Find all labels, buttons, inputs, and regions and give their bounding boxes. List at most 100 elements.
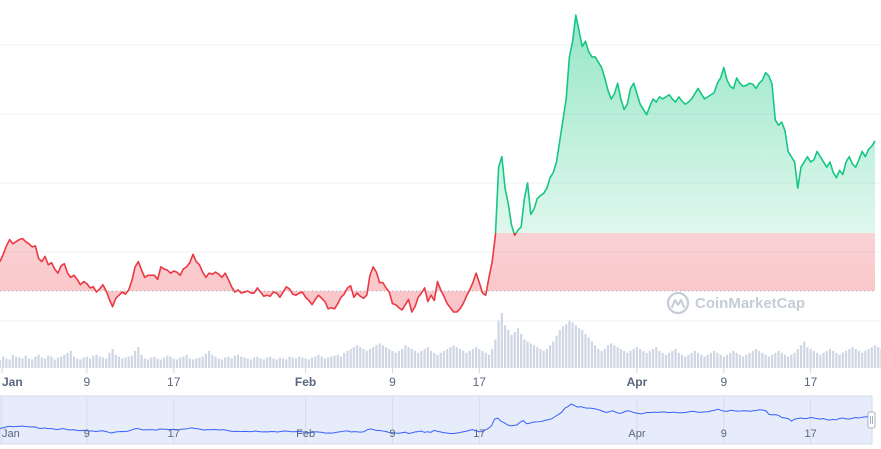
down-area-fill bbox=[0, 233, 875, 312]
area-fills bbox=[0, 15, 875, 312]
volume-bar bbox=[639, 349, 642, 368]
volume-bar bbox=[526, 341, 529, 368]
volume-bar bbox=[767, 356, 770, 368]
navigator-tick-label: 9 bbox=[721, 428, 727, 440]
volume-bar bbox=[291, 357, 294, 368]
volume-bar bbox=[2, 356, 5, 368]
volume-bar bbox=[819, 354, 822, 368]
volume-bar bbox=[475, 347, 478, 368]
volume-bar bbox=[523, 339, 526, 368]
volume-bar bbox=[375, 345, 378, 368]
volume-bar bbox=[594, 345, 597, 368]
volume-bar bbox=[716, 352, 719, 368]
volume-bar bbox=[780, 352, 783, 368]
volume-bar bbox=[494, 339, 497, 368]
volume-bar bbox=[465, 352, 468, 368]
volume-bar bbox=[256, 356, 259, 368]
volume-bar bbox=[285, 359, 288, 368]
volume-bar bbox=[645, 352, 648, 368]
volume-bar bbox=[742, 356, 745, 368]
volume-bar bbox=[581, 330, 584, 368]
volume-bar bbox=[532, 345, 536, 368]
volume-bar bbox=[88, 358, 92, 368]
price-line-up bbox=[494, 14, 876, 233]
volume-bar bbox=[832, 350, 835, 368]
volume-bar bbox=[76, 358, 79, 368]
volume-bar bbox=[449, 347, 452, 368]
volume-bar bbox=[368, 349, 372, 368]
volume-bar bbox=[877, 347, 880, 368]
volume-bar bbox=[108, 352, 111, 368]
volume-bar bbox=[191, 359, 195, 368]
volume-bar bbox=[179, 357, 182, 368]
up-area-fill bbox=[495, 15, 875, 233]
volume-bar bbox=[513, 331, 516, 368]
volume-bar bbox=[613, 345, 616, 368]
volume-bar bbox=[159, 359, 162, 368]
volume-bar bbox=[507, 330, 510, 368]
navigator[interactable]: Jan917Feb917Apr91725 bbox=[0, 395, 881, 445]
volume-bar bbox=[854, 349, 857, 368]
volume-bar bbox=[198, 357, 201, 368]
volume-bar bbox=[561, 326, 565, 368]
volume-bar bbox=[63, 354, 66, 368]
volume-bar bbox=[729, 352, 732, 368]
volume-bar bbox=[510, 334, 513, 368]
volume-bar bbox=[146, 359, 150, 368]
volume-bar bbox=[497, 320, 500, 368]
x-tick-label: 17 bbox=[167, 375, 181, 389]
volume-bar bbox=[0, 360, 2, 368]
volume-bar bbox=[410, 349, 413, 368]
volume-bar bbox=[539, 349, 542, 368]
navigator-window[interactable] bbox=[0, 395, 873, 445]
volume-bar bbox=[815, 352, 819, 368]
volume-bar bbox=[349, 349, 352, 368]
volume-bar bbox=[391, 350, 394, 368]
volume-bar bbox=[304, 358, 307, 368]
volume-bar bbox=[655, 347, 658, 368]
volume-bar bbox=[233, 355, 236, 368]
volume-bar bbox=[584, 333, 587, 368]
x-axis: Jan917Feb917Apr91725 bbox=[1, 368, 818, 389]
x-tick-label: Feb bbox=[295, 375, 316, 389]
volume-bar bbox=[796, 349, 799, 368]
navigator-handle[interactable] bbox=[867, 411, 876, 429]
volume-bar bbox=[314, 356, 317, 368]
volume-bar bbox=[37, 354, 40, 368]
volume-bar bbox=[552, 341, 555, 368]
volume-bar bbox=[452, 345, 455, 368]
navigator-line bbox=[0, 403, 869, 434]
navigator-tick-label: 9 bbox=[389, 428, 395, 440]
volume-bar bbox=[658, 350, 661, 368]
volume-bar bbox=[413, 350, 417, 368]
volume-bar bbox=[384, 347, 388, 368]
volume-bar bbox=[230, 358, 233, 368]
volume-bar bbox=[861, 352, 864, 368]
volume-bar bbox=[626, 352, 629, 368]
x-tick-label: 9 bbox=[389, 375, 396, 389]
volume-bar bbox=[111, 349, 114, 368]
volume-bar bbox=[455, 347, 458, 368]
volume-bar bbox=[246, 358, 249, 368]
volume-bar bbox=[365, 350, 368, 368]
volume-bar bbox=[622, 350, 626, 368]
volume-bar bbox=[700, 354, 703, 368]
volume-bar bbox=[619, 349, 622, 368]
volume-bar bbox=[770, 354, 774, 368]
volume-bar bbox=[117, 356, 121, 368]
volume-bar bbox=[629, 350, 632, 368]
volume-bar bbox=[429, 350, 433, 368]
volume-bar bbox=[442, 350, 446, 368]
volume-bar bbox=[587, 337, 590, 368]
volume-bar bbox=[433, 352, 436, 368]
volume-bar bbox=[873, 345, 877, 368]
volume-bar bbox=[188, 358, 191, 368]
volume-bar bbox=[153, 356, 156, 368]
volume-bar bbox=[870, 347, 873, 368]
volume-bar bbox=[664, 354, 668, 368]
volume-bar bbox=[851, 347, 854, 368]
volume-bar bbox=[195, 358, 198, 368]
volume-bar bbox=[31, 359, 34, 368]
volume-bar bbox=[787, 356, 790, 368]
volume-bar bbox=[420, 350, 423, 368]
